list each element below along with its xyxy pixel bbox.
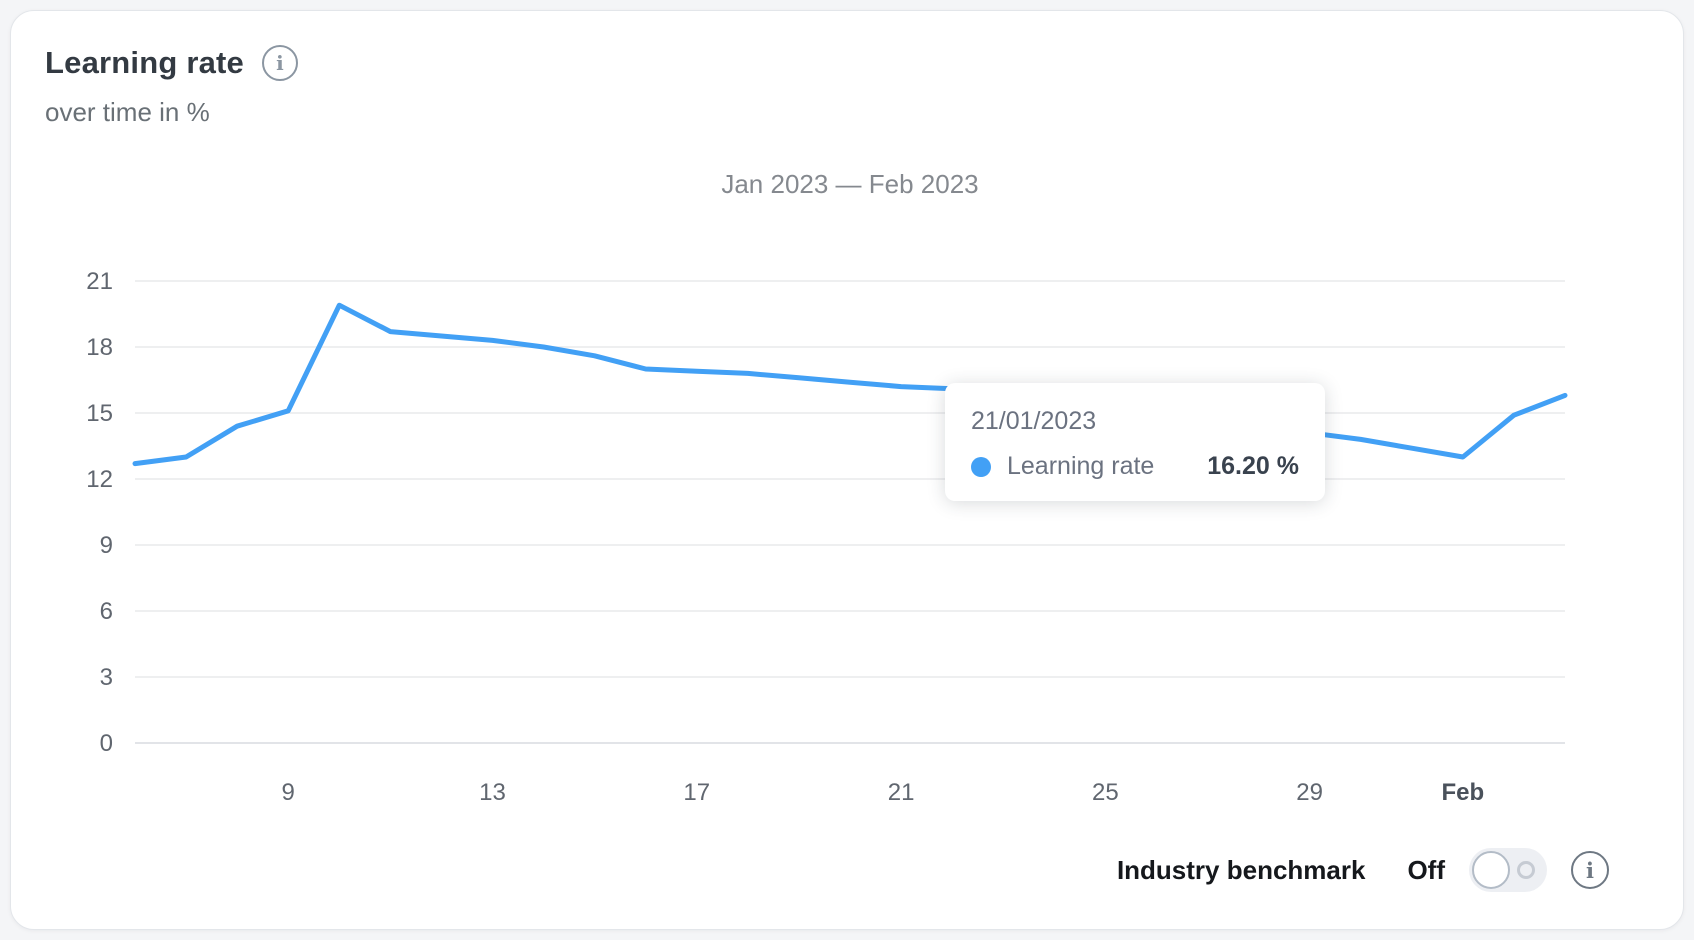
industry-benchmark-control: Industry benchmark Off i	[1117, 847, 1609, 893]
y-tick-label: 6	[100, 598, 113, 625]
x-tick-label: 25	[1092, 779, 1119, 806]
benchmark-toggle[interactable]	[1469, 848, 1547, 892]
x-tick-label: 13	[479, 779, 506, 806]
tooltip-date: 21/01/2023	[971, 407, 1097, 435]
benchmark-state: Off	[1407, 854, 1445, 885]
learning-rate-card: 0 3 6 9 12 15 18 21 9 13 17 21 25 29 Feb Learning rate…	[10, 10, 1684, 930]
toggle-knob[interactable]	[1472, 851, 1510, 889]
chart-date-range-title: Jan 2023 — Feb 2023	[721, 169, 979, 199]
y-tick-label: 12	[86, 466, 113, 493]
page-title: Learning rate	[45, 45, 244, 80]
tooltip-series-label: Learning rate	[1007, 452, 1155, 480]
chart-tooltip: 21/01/2023 Learning rate 16.20 %	[945, 383, 1325, 501]
x-tick-label: Feb	[1442, 779, 1485, 806]
x-tick-label: 29	[1296, 779, 1323, 806]
y-tick-label: 18	[86, 334, 113, 361]
series-dot-icon	[971, 456, 991, 477]
y-tick-label: 21	[86, 268, 113, 295]
x-tick-label: 17	[683, 779, 710, 806]
x-tick-label: 21	[888, 779, 915, 806]
benchmark-label: Industry benchmark	[1116, 854, 1366, 885]
x-tick-label: 9	[282, 779, 295, 806]
y-tick-label: 0	[100, 730, 113, 757]
line-chart[interactable]: 0 3 6 9 12 15 18 21 9 13 17 21 25 29 Feb	[11, 11, 1683, 929]
learning-rate-line[interactable]	[132, 302, 1568, 467]
tooltip-value: 16.20 %	[1207, 452, 1299, 480]
y-tick-label: 9	[100, 532, 113, 559]
y-tick-label: 15	[86, 400, 113, 427]
card-subtitle: over time in %	[45, 97, 210, 127]
title-info-icon[interactable]: i	[261, 45, 298, 81]
toggle-off-ring-icon	[1517, 861, 1535, 879]
tooltip-series-row: Learning rate 16.20 %	[971, 452, 1299, 481]
benchmark-info-icon[interactable]: i	[1571, 851, 1609, 889]
y-tick-label: 3	[100, 664, 113, 691]
card-header: Learning rate i	[45, 45, 298, 81]
